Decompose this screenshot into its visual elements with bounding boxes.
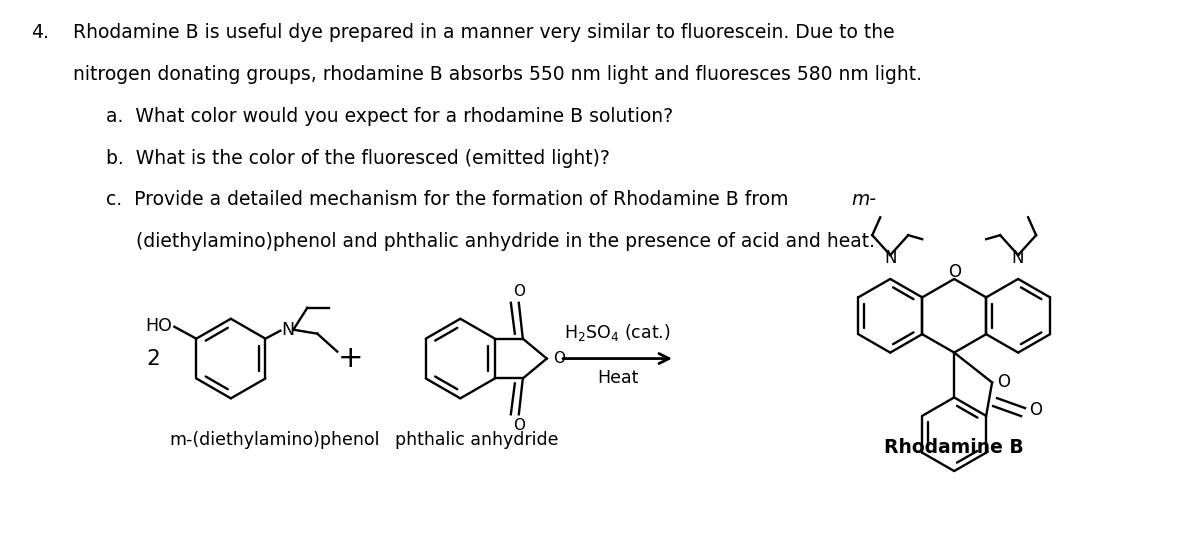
Text: Rhodamine B: Rhodamine B <box>884 438 1024 457</box>
Text: a.  What color would you expect for a rhodamine B solution?: a. What color would you expect for a rho… <box>106 107 673 126</box>
Text: b.  What is the color of the fluoresced (emitted light)?: b. What is the color of the fluoresced (… <box>106 149 610 168</box>
Text: O: O <box>512 284 524 299</box>
Text: +: + <box>337 344 364 373</box>
Text: Rhodamine B is useful dye prepared in a manner very similar to fluorescein. Due : Rhodamine B is useful dye prepared in a … <box>73 23 895 42</box>
Text: H$_2$SO$_4$ (cat.): H$_2$SO$_4$ (cat.) <box>564 322 671 343</box>
Text: N: N <box>1012 249 1025 267</box>
Text: 4.: 4. <box>31 23 49 42</box>
Text: Heat: Heat <box>596 368 638 386</box>
Text: N: N <box>884 249 896 267</box>
Text: O: O <box>1030 401 1042 419</box>
Text: O: O <box>553 351 565 366</box>
Text: N: N <box>281 321 294 339</box>
Text: HO: HO <box>145 317 173 335</box>
Text: nitrogen donating groups, rhodamine B absorbs 550 nm light and fluoresces 580 nm: nitrogen donating groups, rhodamine B ab… <box>73 65 923 84</box>
Text: c.  Provide a detailed mechanism for the formation of Rhodamine B from: c. Provide a detailed mechanism for the … <box>106 190 794 209</box>
Text: m-: m- <box>852 190 876 209</box>
Text: O: O <box>948 263 961 281</box>
Text: (diethylamino)phenol and phthalic anhydride in the presence of acid and heat.: (diethylamino)phenol and phthalic anhydr… <box>106 232 875 251</box>
Text: 2: 2 <box>146 349 160 368</box>
Text: O: O <box>512 418 524 433</box>
Text: phthalic anhydride: phthalic anhydride <box>396 431 559 449</box>
Text: m-(diethylamino)phenol: m-(diethylamino)phenol <box>169 431 379 449</box>
Text: O: O <box>997 373 1010 392</box>
